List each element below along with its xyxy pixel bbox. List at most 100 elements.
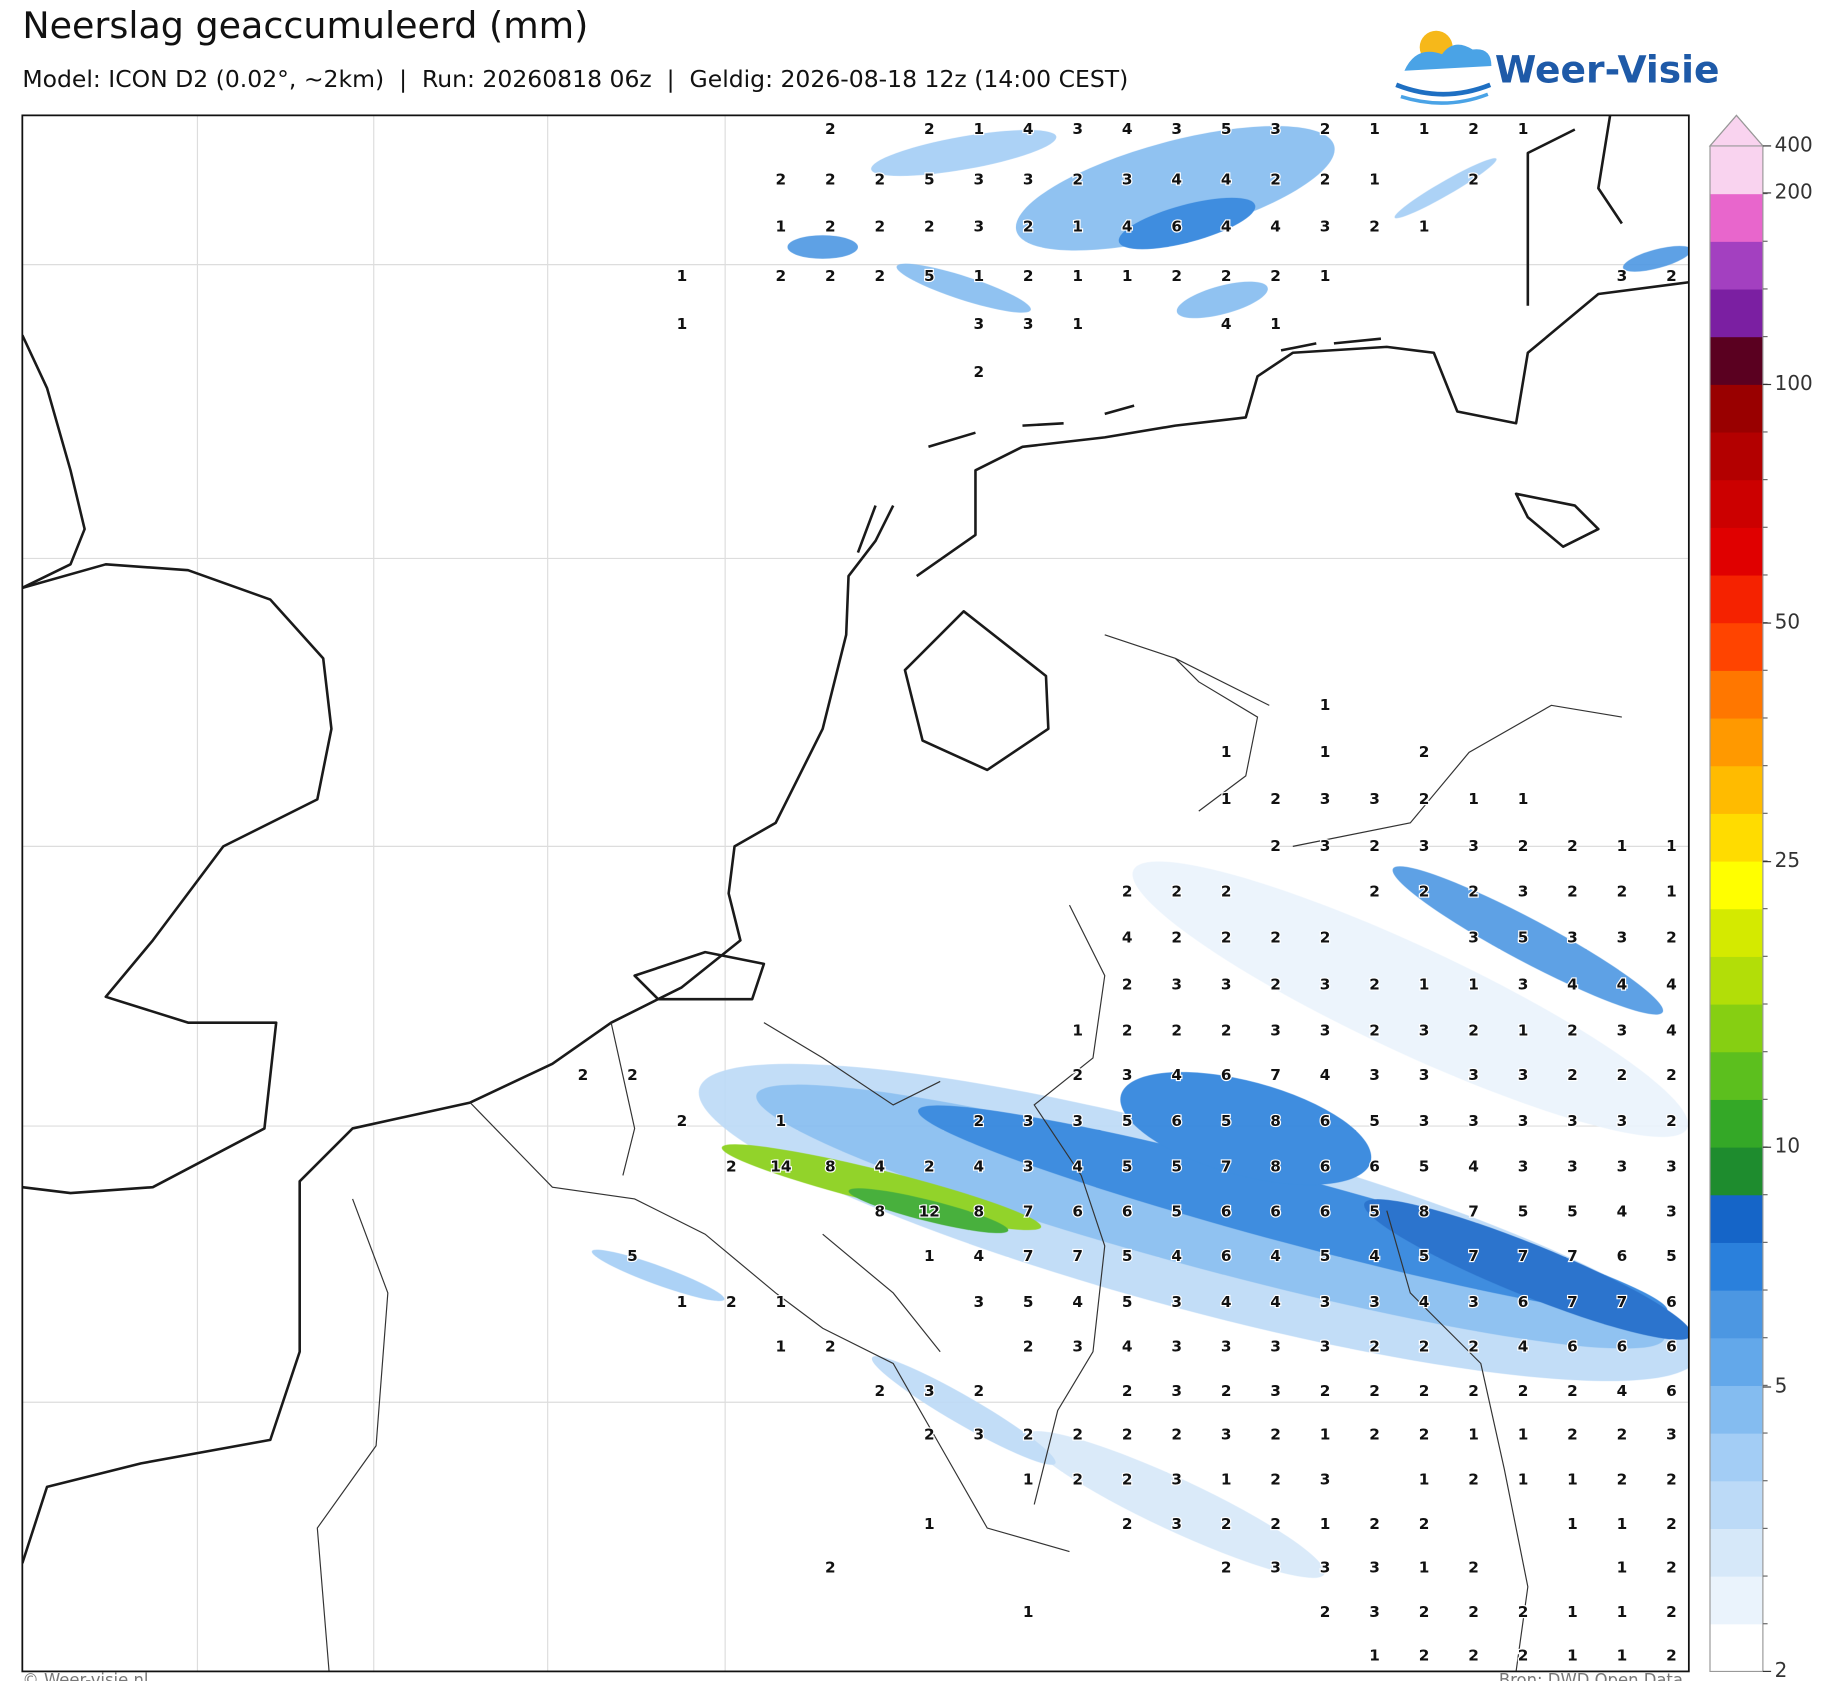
precip-label: 1 [1617,1647,1628,1665]
precip-label: 2 [1023,218,1034,236]
precip-label: 6 [1320,1202,1331,1220]
precip-label: 1 [1468,976,1479,994]
precip-label: 3 [1518,976,1529,994]
precip-label: 2 [1468,1470,1479,1488]
precip-label: 2 [825,1338,836,1356]
precip-label: 6 [1270,1202,1281,1220]
precip-label: 1 [1023,1603,1034,1621]
precip-label: 1 [1617,1603,1628,1621]
precip-label: 4 [1023,120,1034,138]
precip-label: 7 [1270,1066,1281,1084]
precip-label: 2 [1617,883,1628,901]
precip-label: 1 [1419,120,1430,138]
precip-label: 5 [1171,1158,1182,1176]
precip-label: 3 [1468,1293,1479,1311]
precip-label: 3 [1518,1158,1529,1176]
precip-label: 3 [1023,171,1034,189]
precip-label: 2 [825,267,836,285]
precip-label: 7 [1023,1247,1034,1265]
precip-label: 1 [1617,837,1628,855]
precip-label: 3 [1320,1558,1331,1576]
map: 2 2 1 4 3 4 3 5 3 2 1 1 2 12 2 2 5 3 3 2 3 4 4 2 2 1 21 2 2 2 3 2 1 4 6 4 4 3… [22,115,1689,1672]
precip-label: 1 [1419,218,1430,236]
precip-label: 2 [1666,1470,1677,1488]
precip-label: 1 [1666,837,1677,855]
precip-label: 2 [1567,883,1578,901]
precip-label: 1 [1221,790,1232,808]
precip-label: 2 [1617,1426,1628,1444]
colorbar-frame [1709,114,1764,1672]
precip-label: 2 [1666,267,1677,285]
precip-label: 3 [1617,1021,1628,1039]
colorbar-segment [1710,765,1763,814]
precip-label: 3 [1320,837,1331,855]
precip-label: 1 [1320,1426,1331,1444]
precip-label: 3 [1666,1426,1677,1444]
precip-label: 3 [1518,1112,1529,1130]
precip-label: 5 [1518,929,1529,947]
precip-label: 2 [1666,1647,1677,1665]
precip-label: 2 [1419,1647,1430,1665]
precip-label: 3 [1072,120,1083,138]
precip-label: 2 [1419,1603,1430,1621]
precip-label: 1 [677,1293,688,1311]
precip-label: 2 [1369,1382,1380,1400]
colorbar-tick-label: 100 [1775,371,1813,395]
precip-label: 2 [578,1066,589,1084]
precip-label: 6 [1221,1202,1232,1220]
precip-label: 2 [1221,1558,1232,1576]
precip-label: 3 [1419,1021,1430,1039]
logo-text: Weer-Visie [1495,47,1720,91]
precip-label: 7 [1221,1158,1232,1176]
precip-label: 3 [1617,1158,1628,1176]
precip-label: 5 [627,1247,638,1265]
precip-label: 2 [1419,790,1430,808]
precip-label: 2 [1270,929,1281,947]
colorbar-segment [1710,527,1763,576]
precip-label: 2 [1122,1382,1133,1400]
precip-label: 2 [1023,1338,1034,1356]
colorbar-extend [1708,114,1765,147]
colorbar-segment [1710,574,1763,624]
precip-label: 1 [1468,1426,1479,1444]
precip-label: 5 [1369,1202,1380,1220]
precip-label: 4 [1320,1066,1331,1084]
precip-label: 2 [825,120,836,138]
precip-label: 2 [1369,1021,1380,1039]
precip-label: 2 [1666,1515,1677,1533]
precip-label: 5 [1122,1293,1133,1311]
precip-label: 3 [1023,1158,1034,1176]
precip-label: 2 [1419,743,1430,761]
precip-label: 2 [1320,1603,1331,1621]
precip-label: 1 [1617,1558,1628,1576]
precip-label: 2 [1666,929,1677,947]
precip-label: 5 [1419,1247,1430,1265]
precip-label: 6 [1072,1202,1083,1220]
precip-label: 3 [1320,790,1331,808]
precip-label: 2 [1369,837,1380,855]
precip-label: 2 [1023,1426,1034,1444]
precip-label: 8 [874,1202,885,1220]
precip-label: 8 [1419,1202,1430,1220]
precip-label: 3 [973,171,984,189]
precip-label: 2 [924,218,935,236]
precip-label: 2 [1320,120,1331,138]
precip-label: 2 [1468,883,1479,901]
colorbar-tick-label: 50 [1775,610,1800,634]
precip-label: 7 [1617,1293,1628,1311]
precip-label: 2 [1270,1470,1281,1488]
precip-label: 2 [1518,1603,1529,1621]
precip-label: 2 [1270,171,1281,189]
precip-label: 2 [1518,1647,1529,1665]
precip-label: 2 [776,171,787,189]
precip-label: 2 [776,267,787,285]
colorbar-segment [1710,288,1763,338]
precip-label: 1 [1369,171,1380,189]
colorbar-segment [1710,193,1763,242]
precip-label: 3 [1369,790,1380,808]
precip-label: 2 [1468,1382,1479,1400]
precip-label: 3 [1518,883,1529,901]
colorbar-segment [1710,1242,1763,1291]
precip-label: 4 [1666,976,1677,994]
precip-label: 6 [1171,218,1182,236]
